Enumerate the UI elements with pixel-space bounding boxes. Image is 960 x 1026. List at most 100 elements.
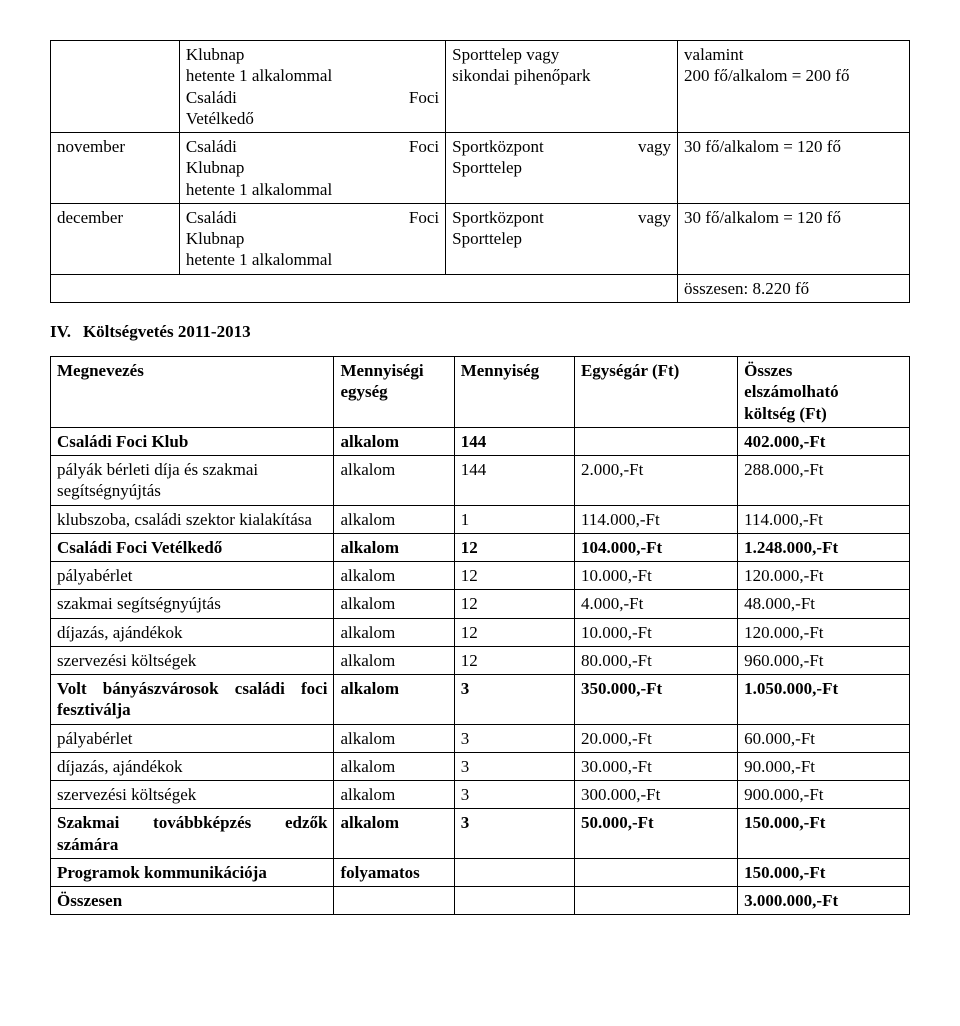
budget-qty: 12 (454, 618, 574, 646)
budget-unit: alkalom (334, 562, 454, 590)
budget-unit: alkalom (334, 781, 454, 809)
budget-row: pályabérletalkalom1210.000,-Ft120.000,-F… (51, 562, 910, 590)
budget-qty: 12 (454, 646, 574, 674)
budget-unit: alkalom (334, 618, 454, 646)
budget-name: klubszoba, családi szektor kialakítása (51, 505, 334, 533)
budget-price: 2.000,-Ft (574, 456, 737, 506)
budget-row: Családi Foci Klubalkalom144402.000,-Ft (51, 427, 910, 455)
budget-price: 350.000,-Ft (574, 675, 737, 725)
budget-price: 104.000,-Ft (574, 533, 737, 561)
schedule-capacity: 30 fő/alkalom = 120 fő (678, 203, 910, 274)
budget-qty (454, 858, 574, 886)
budget-total: 120.000,-Ft (738, 618, 910, 646)
budget-price: 114.000,-Ft (574, 505, 737, 533)
budget-name: díjazás, ajándékok (51, 752, 334, 780)
header-total: Összes elszámolható költség (Ft) (738, 357, 910, 428)
budget-unit: folyamatos (334, 858, 454, 886)
budget-name: pályák bérleti díja és szakmai segítségn… (51, 456, 334, 506)
budget-row: Családi Foci Vetélkedőalkalom12104.000,-… (51, 533, 910, 561)
budget-unit: alkalom (334, 427, 454, 455)
budget-name: Családi Foci Vetélkedő (51, 533, 334, 561)
budget-name: díjazás, ajándékok (51, 618, 334, 646)
budget-name: Családi Foci Klub (51, 427, 334, 455)
budget-price: 10.000,-Ft (574, 618, 737, 646)
budget-price: 10.000,-Ft (574, 562, 737, 590)
budget-qty (454, 887, 574, 915)
schedule-venue: SportközpontvagySporttelep (446, 203, 678, 274)
budget-price: 80.000,-Ft (574, 646, 737, 674)
budget-qty: 3 (454, 675, 574, 725)
budget-total: 90.000,-Ft (738, 752, 910, 780)
budget-total: 900.000,-Ft (738, 781, 910, 809)
budget-table: Megnevezés Mennyiségi egység Mennyiség E… (50, 356, 910, 915)
budget-total: 288.000,-Ft (738, 456, 910, 506)
budget-price (574, 887, 737, 915)
budget-name: Programok kommunikációja (51, 858, 334, 886)
budget-qty: 3 (454, 781, 574, 809)
schedule-event: CsaládiFociKlubnaphetente 1 alkalommal (179, 133, 445, 204)
budget-total: 3.000.000,-Ft (738, 887, 910, 915)
budget-row: pályabérletalkalom320.000,-Ft60.000,-Ft (51, 724, 910, 752)
header-name: Megnevezés (51, 357, 334, 428)
budget-row: díjazás, ajándékokalkalom330.000,-Ft90.0… (51, 752, 910, 780)
budget-price: 30.000,-Ft (574, 752, 737, 780)
header-qty: Mennyiség (454, 357, 574, 428)
schedule-event: CsaládiFociKlubnaphetente 1 alkalommal (179, 203, 445, 274)
budget-unit: alkalom (334, 646, 454, 674)
schedule-total-empty (51, 274, 678, 302)
budget-qty: 144 (454, 427, 574, 455)
budget-row: pályák bérleti díja és szakmai segítségn… (51, 456, 910, 506)
budget-total: 114.000,-Ft (738, 505, 910, 533)
header-price: Egységár (Ft) (574, 357, 737, 428)
budget-total: 150.000,-Ft (738, 858, 910, 886)
header-total-l3: költség (Ft) (744, 404, 827, 423)
header-unit: Mennyiségi egység (334, 357, 454, 428)
schedule-capacity: valamint200 fő/alkalom = 200 fő (678, 41, 910, 133)
budget-row: szervezési költségekalkalom3300.000,-Ft9… (51, 781, 910, 809)
header-unit-l1: Mennyiségi (340, 361, 423, 380)
budget-name: Szakmai továbbképzés edzők számára (51, 809, 334, 859)
header-unit-l2: egység (340, 382, 387, 401)
budget-row: Szakmai továbbképzés edzők számáraalkalo… (51, 809, 910, 859)
budget-row: díjazás, ajándékokalkalom1210.000,-Ft120… (51, 618, 910, 646)
budget-price: 300.000,-Ft (574, 781, 737, 809)
budget-row: Programok kommunikációjafolyamatos 150.00… (51, 858, 910, 886)
budget-row: klubszoba, családi szektor kialakításaal… (51, 505, 910, 533)
section-roman: IV. (50, 321, 71, 342)
section-heading: IV. Költségvetés 2011-2013 (50, 321, 910, 342)
budget-unit (334, 887, 454, 915)
schedule-month: november (51, 133, 180, 204)
budget-qty: 12 (454, 562, 574, 590)
budget-qty: 12 (454, 590, 574, 618)
schedule-total-value: összesen: 8.220 fő (678, 274, 910, 302)
budget-unit: alkalom (334, 809, 454, 859)
schedule-event: Klubnaphetente 1 alkalommalCsaládiFociVe… (179, 41, 445, 133)
budget-unit: alkalom (334, 675, 454, 725)
schedule-venue: SportközpontvagySporttelep (446, 133, 678, 204)
budget-name: pályabérlet (51, 562, 334, 590)
budget-unit: alkalom (334, 505, 454, 533)
budget-price: 4.000,-Ft (574, 590, 737, 618)
budget-total: 120.000,-Ft (738, 562, 910, 590)
budget-price (574, 427, 737, 455)
budget-unit: alkalom (334, 533, 454, 561)
budget-qty: 144 (454, 456, 574, 506)
schedule-row: novemberCsaládiFociKlubnaphetente 1 alka… (51, 133, 910, 204)
budget-unit: alkalom (334, 752, 454, 780)
schedule-total-row: összesen: 8.220 fő (51, 274, 910, 302)
budget-price: 20.000,-Ft (574, 724, 737, 752)
budget-name: szervezési költségek (51, 646, 334, 674)
budget-total: 1.050.000,-Ft (738, 675, 910, 725)
budget-row: szakmai segítségnyújtásalkalom124.000,-F… (51, 590, 910, 618)
header-total-l2: elszámolható (744, 382, 838, 401)
budget-name: szervezési költségek (51, 781, 334, 809)
budget-total: 960.000,-Ft (738, 646, 910, 674)
budget-unit: alkalom (334, 724, 454, 752)
budget-total: 150.000,-Ft (738, 809, 910, 859)
budget-qty: 3 (454, 724, 574, 752)
budget-row: Volt bányászvárosok családi foci fesztiv… (51, 675, 910, 725)
budget-row: Összesen3.000.000,-Ft (51, 887, 910, 915)
section-title: Költségvetés 2011-2013 (83, 321, 251, 342)
budget-unit: alkalom (334, 456, 454, 506)
header-total-l1: Összes (744, 361, 792, 380)
